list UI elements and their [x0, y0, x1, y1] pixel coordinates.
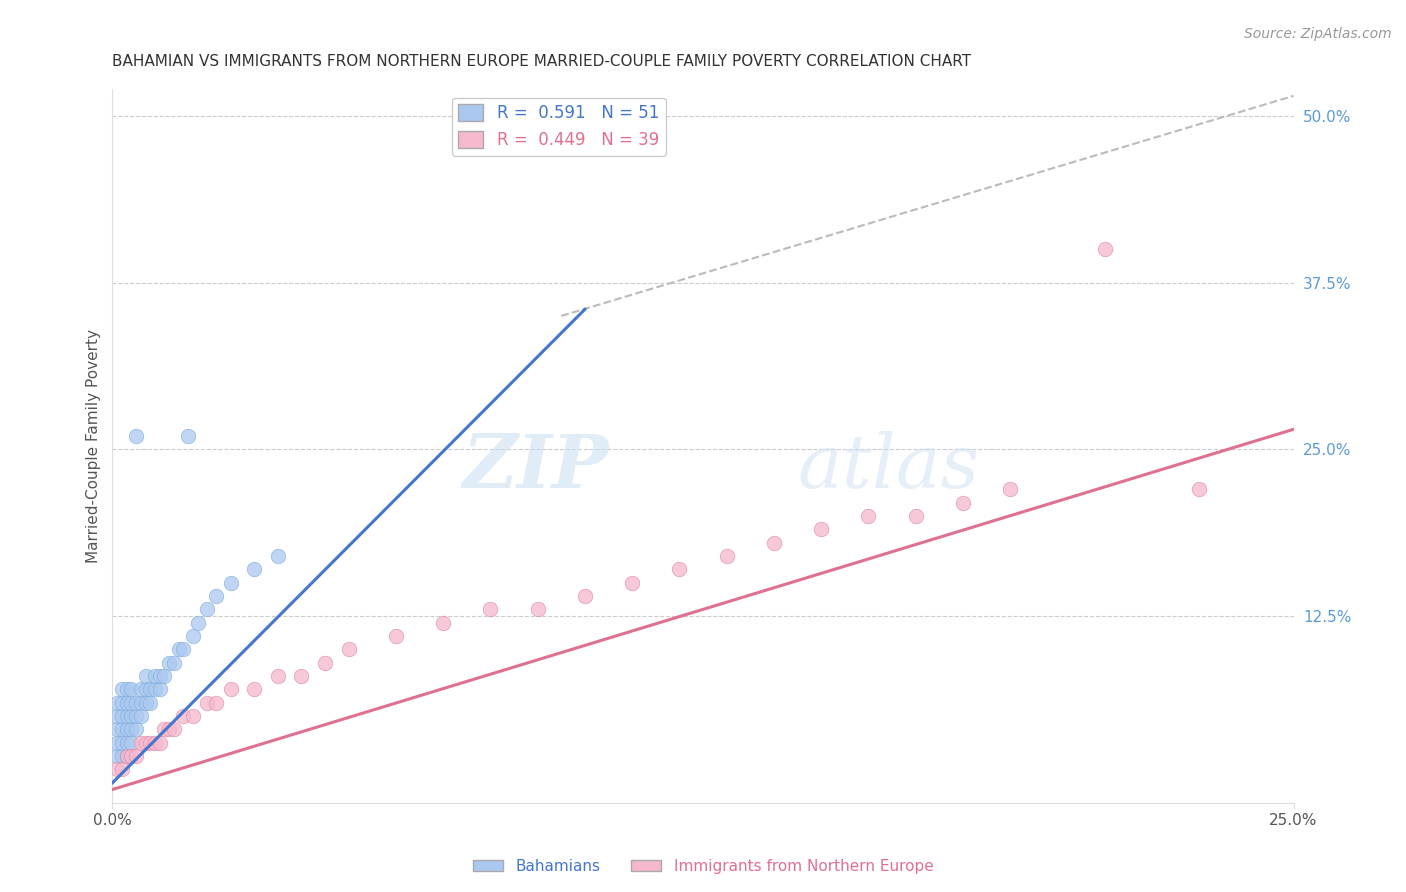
Point [219, 575, 242, 590]
Point [111, 696, 134, 710]
Point [129, 696, 152, 710]
Point [115, 709, 138, 723]
Point [120, 749, 142, 764]
Text: atlas: atlas [797, 431, 980, 504]
Point [432, 615, 454, 630]
Point [120, 736, 142, 750]
Point [115, 696, 138, 710]
Point [125, 709, 148, 723]
Point [135, 682, 157, 697]
Point [135, 696, 157, 710]
Point [143, 669, 166, 683]
Point [157, 723, 180, 737]
Point [115, 723, 138, 737]
Point [125, 429, 148, 443]
Point [120, 723, 142, 737]
Point [135, 736, 157, 750]
Point [163, 656, 186, 670]
Point [998, 483, 1021, 497]
Point [105, 696, 128, 710]
Point [105, 763, 128, 777]
Point [574, 589, 596, 603]
Point [143, 682, 166, 697]
Point [243, 562, 266, 576]
Point [129, 709, 152, 723]
Point [172, 709, 194, 723]
Point [858, 509, 880, 524]
Point [125, 696, 148, 710]
Point [115, 749, 138, 764]
Point [810, 522, 832, 536]
Point [762, 535, 785, 549]
Point [105, 709, 128, 723]
Point [167, 642, 190, 657]
Point [172, 642, 194, 657]
Point [205, 696, 228, 710]
Legend: Bahamians, Immigrants from Northern Europe: Bahamians, Immigrants from Northern Euro… [467, 853, 939, 880]
Point [129, 736, 152, 750]
Y-axis label: Married-Couple Family Poverty: Married-Couple Family Poverty [86, 329, 101, 563]
Point [149, 682, 172, 697]
Point [479, 602, 502, 616]
Point [267, 669, 290, 683]
Point [153, 723, 176, 737]
Legend: R =  0.591   N = 51, R =  0.449   N = 39: R = 0.591 N = 51, R = 0.449 N = 39 [451, 97, 665, 155]
Point [157, 656, 180, 670]
Point [120, 696, 142, 710]
Point [115, 682, 138, 697]
Point [149, 669, 172, 683]
Point [105, 736, 128, 750]
Point [120, 709, 142, 723]
Point [125, 749, 148, 764]
Point [111, 723, 134, 737]
Point [111, 682, 134, 697]
Point [181, 629, 204, 643]
Point [205, 589, 228, 603]
Point [143, 736, 166, 750]
Point [120, 682, 142, 697]
Point [129, 682, 152, 697]
Point [105, 723, 128, 737]
Point [385, 629, 408, 643]
Point [668, 562, 690, 576]
Point [181, 709, 204, 723]
Point [177, 429, 200, 443]
Point [149, 736, 172, 750]
Point [952, 496, 974, 510]
Point [314, 656, 336, 670]
Point [716, 549, 738, 563]
Text: BAHAMIAN VS IMMIGRANTS FROM NORTHERN EUROPE MARRIED-COUPLE FAMILY POVERTY CORREL: BAHAMIAN VS IMMIGRANTS FROM NORTHERN EUR… [112, 54, 972, 69]
Text: ZIP: ZIP [463, 431, 609, 504]
Point [139, 736, 162, 750]
Point [153, 669, 176, 683]
Point [125, 723, 148, 737]
Point [111, 763, 134, 777]
Point [267, 549, 290, 563]
Point [1094, 242, 1116, 256]
Point [186, 615, 208, 630]
Point [163, 723, 186, 737]
Point [115, 749, 138, 764]
Point [111, 749, 134, 764]
Point [219, 682, 242, 697]
Point [111, 736, 134, 750]
Point [526, 602, 548, 616]
Point [1188, 483, 1211, 497]
Text: Source: ZipAtlas.com: Source: ZipAtlas.com [1244, 27, 1392, 41]
Point [135, 669, 157, 683]
Point [115, 736, 138, 750]
Point [139, 696, 162, 710]
Point [111, 709, 134, 723]
Point [243, 682, 266, 697]
Point [337, 642, 360, 657]
Point [105, 749, 128, 764]
Point [139, 682, 162, 697]
Point [195, 602, 218, 616]
Point [290, 669, 312, 683]
Point [621, 575, 644, 590]
Point [904, 509, 927, 524]
Point [195, 696, 218, 710]
